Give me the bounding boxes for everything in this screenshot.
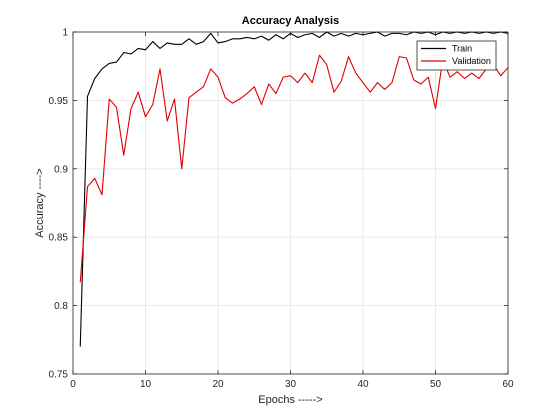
y-tick-label: 0.95 — [49, 96, 69, 107]
y-tick-label: 0.75 — [49, 370, 69, 381]
y-tick-label: 0.85 — [49, 233, 69, 244]
series-line-train — [79, 31, 509, 347]
x-tick-label: 60 — [502, 379, 514, 390]
chart-title: Accuracy Analysis — [242, 15, 339, 27]
legend-label-validation: Validation — [452, 56, 491, 66]
x-axis-label: Epochs -----> — [258, 394, 323, 406]
x-tick-label: 20 — [212, 379, 224, 390]
x-tick-label: 40 — [357, 379, 369, 390]
x-tick-label: 30 — [285, 379, 297, 390]
series-layer — [79, 31, 509, 347]
y-tick-label: 0.9 — [54, 164, 68, 175]
legend-label-train: Train — [452, 44, 472, 54]
x-tick-label: 50 — [430, 379, 442, 390]
legend: Train Validation — [416, 40, 497, 71]
y-axis-label: Accuracy ----> — [34, 168, 46, 237]
ticks: 0 10 20 30 40 50 60 0.75 0.8 0.85 0.9 0.95 1 — [49, 28, 514, 391]
x-tick-label: 10 — [140, 379, 152, 390]
x-tick-label: 0 — [70, 379, 76, 390]
legend-box — [416, 40, 497, 71]
y-tick-label: 0.8 — [54, 301, 68, 312]
y-tick-label: 1 — [62, 28, 68, 39]
series-line-validation — [79, 54, 509, 283]
